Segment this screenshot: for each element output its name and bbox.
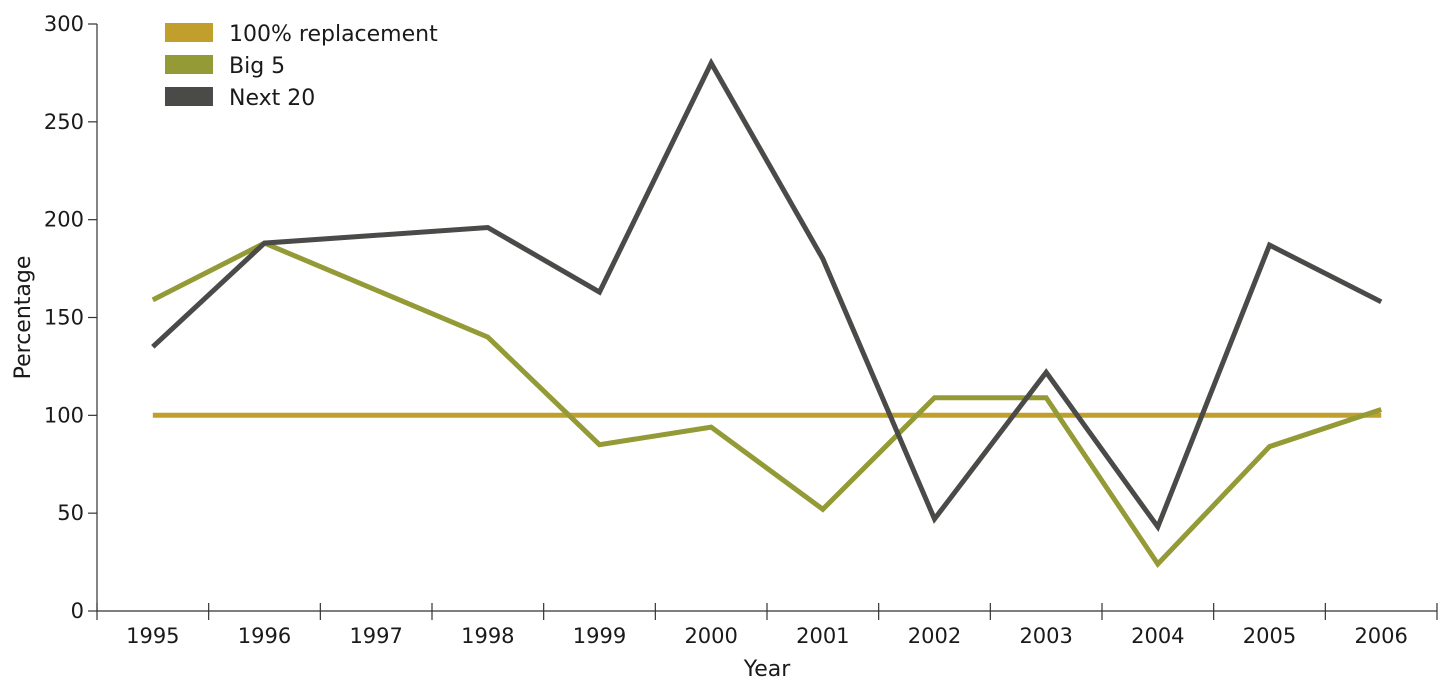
x-axis-title: Year	[743, 657, 792, 679]
y-tick-label: 100	[44, 403, 84, 427]
series-line-1	[151, 240, 1382, 568]
x-tick-label: 2005	[1243, 624, 1296, 648]
legend-swatch	[165, 87, 213, 106]
legend-swatch	[165, 55, 213, 74]
x-tick-label: 2000	[684, 624, 737, 648]
x-tick-label: 1995	[126, 624, 179, 648]
x-tick-label: 1996	[238, 624, 291, 648]
legend-swatch	[165, 23, 213, 42]
x-tick-label: 2003	[1019, 624, 1072, 648]
x-tick-label: 1997	[349, 624, 402, 648]
series-line-2	[151, 57, 1383, 533]
x-tick-label: 2004	[1131, 624, 1184, 648]
tick-labels: 0 50 100 150 200 250 300 1995 1996 1997 1998 1999 20…	[44, 12, 1408, 648]
y-tick-label: 0	[71, 599, 84, 623]
y-tick-label: 250	[44, 110, 84, 134]
x-tick-label: 2006	[1354, 624, 1407, 648]
x-tick-label: 2002	[908, 624, 961, 648]
y-tick-label: 150	[44, 306, 84, 330]
legend: 100% replacement Big 5 Next 20	[165, 22, 438, 111]
y-axis-title: Percentage	[11, 256, 36, 380]
x-tick-label: 1998	[461, 624, 514, 648]
x-tick-label: 1999	[573, 624, 626, 648]
series-lines	[151, 57, 1383, 568]
y-tick-label: 300	[44, 12, 84, 36]
y-tick-label: 200	[44, 208, 84, 232]
x-tick-label: 2001	[796, 624, 849, 648]
y-tick-label: 50	[57, 501, 84, 525]
legend-label: Next 20	[229, 86, 315, 111]
legend-label: Big 5	[229, 54, 285, 79]
axes	[88, 23, 1438, 620]
legend-label: 100% replacement	[229, 22, 438, 47]
